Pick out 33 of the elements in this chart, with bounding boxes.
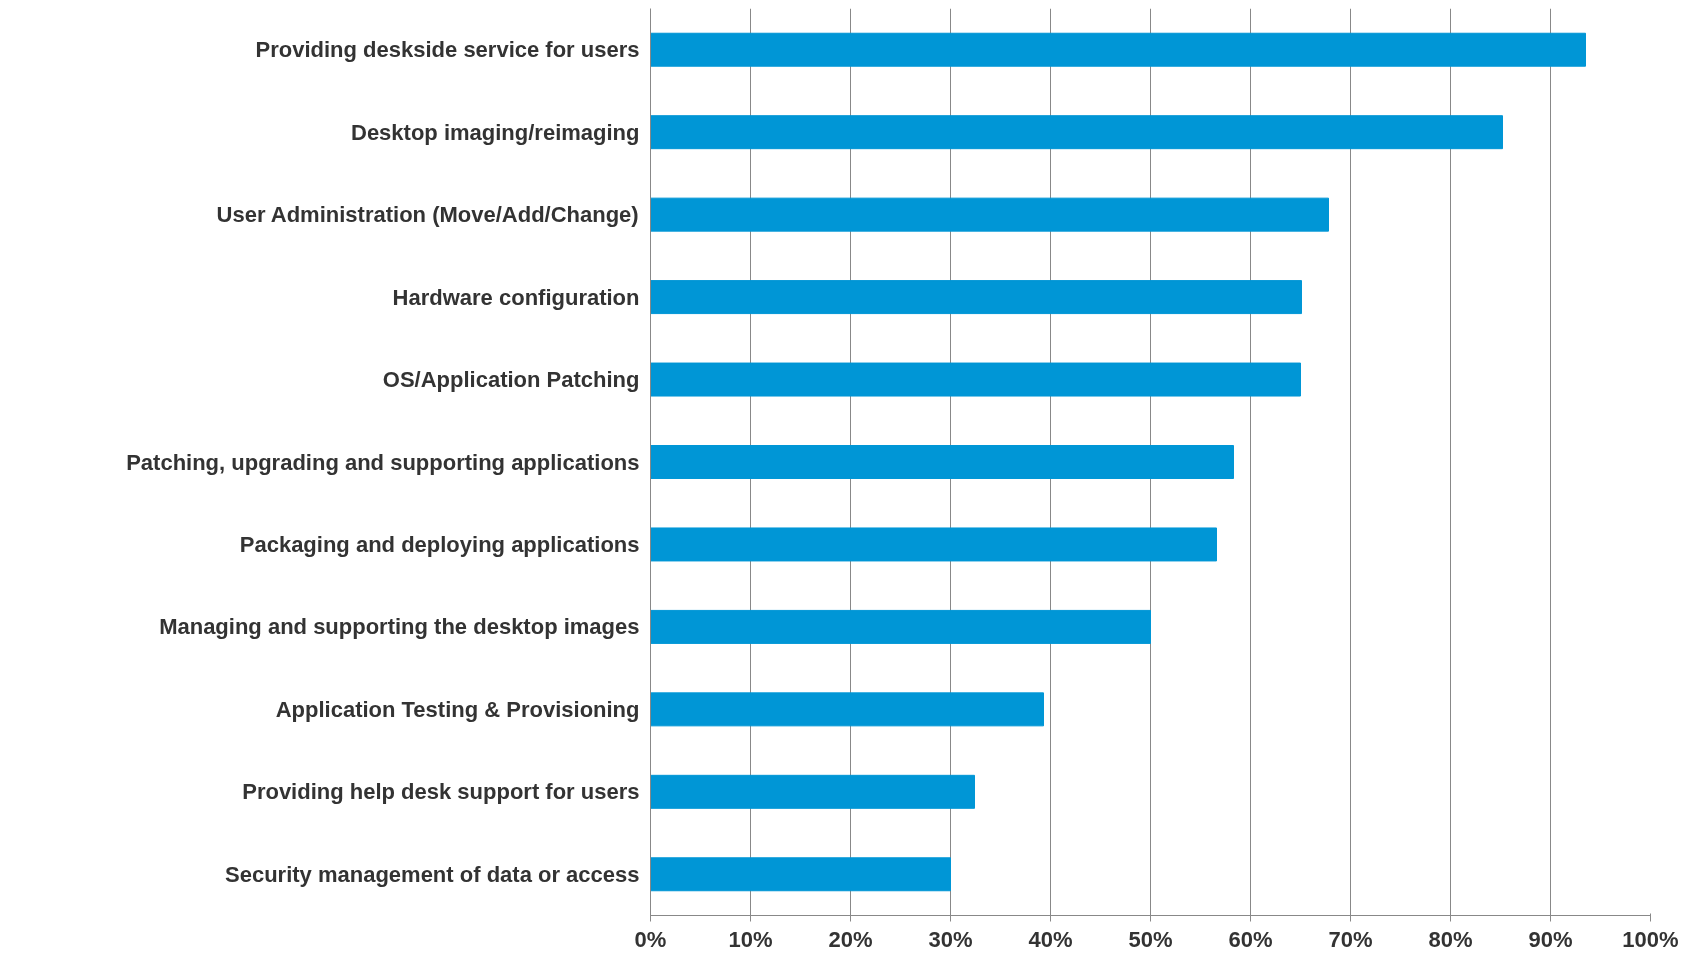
bar	[650, 609, 1151, 644]
y-tick-label: Providing deskside service for users	[255, 37, 640, 63]
bar	[650, 197, 1329, 232]
bar	[650, 280, 1302, 315]
y-tick-label: Hardware configuration	[392, 284, 640, 310]
x-tick-label: 70%	[1328, 926, 1373, 952]
x-tick-label: 90%	[1528, 926, 1573, 952]
x-tick-label: 100%	[1622, 926, 1679, 952]
x-tick-label: 40%	[1028, 926, 1073, 952]
y-tick-label: Application Testing & Provisioning	[275, 696, 640, 722]
x-tick-label: 0%	[634, 926, 667, 952]
bar	[650, 362, 1301, 397]
x-tick-label: 30%	[928, 926, 973, 952]
x-tick-label: 50%	[1128, 926, 1173, 952]
bar	[650, 857, 951, 892]
y-tick-label: Security management of data or access	[225, 861, 640, 887]
y-tick-label: Packaging and deploying applications	[239, 531, 640, 557]
x-tick-label: 10%	[728, 926, 773, 952]
y-tick-label: Managing and supporting the desktop images	[159, 614, 640, 640]
bar	[650, 445, 1234, 479]
bar	[650, 527, 1217, 562]
bar	[650, 32, 1586, 67]
y-tick-label: User Administration (Move/Add/Change)	[216, 202, 639, 228]
bar	[650, 115, 1503, 150]
y-tick-label: Providing help desk support for users	[242, 779, 640, 805]
y-tick-label: Patching, upgrading and supporting applications	[126, 449, 640, 475]
bar	[650, 692, 1044, 727]
bar	[650, 774, 975, 809]
x-tick-label: 60%	[1228, 926, 1273, 952]
y-tick-label: Desktop imaging/reimaging	[351, 119, 640, 145]
x-tick-label: 20%	[828, 926, 873, 952]
y-tick-label: OS/Application Patching	[382, 367, 640, 393]
x-tick-label: 80%	[1428, 926, 1473, 952]
